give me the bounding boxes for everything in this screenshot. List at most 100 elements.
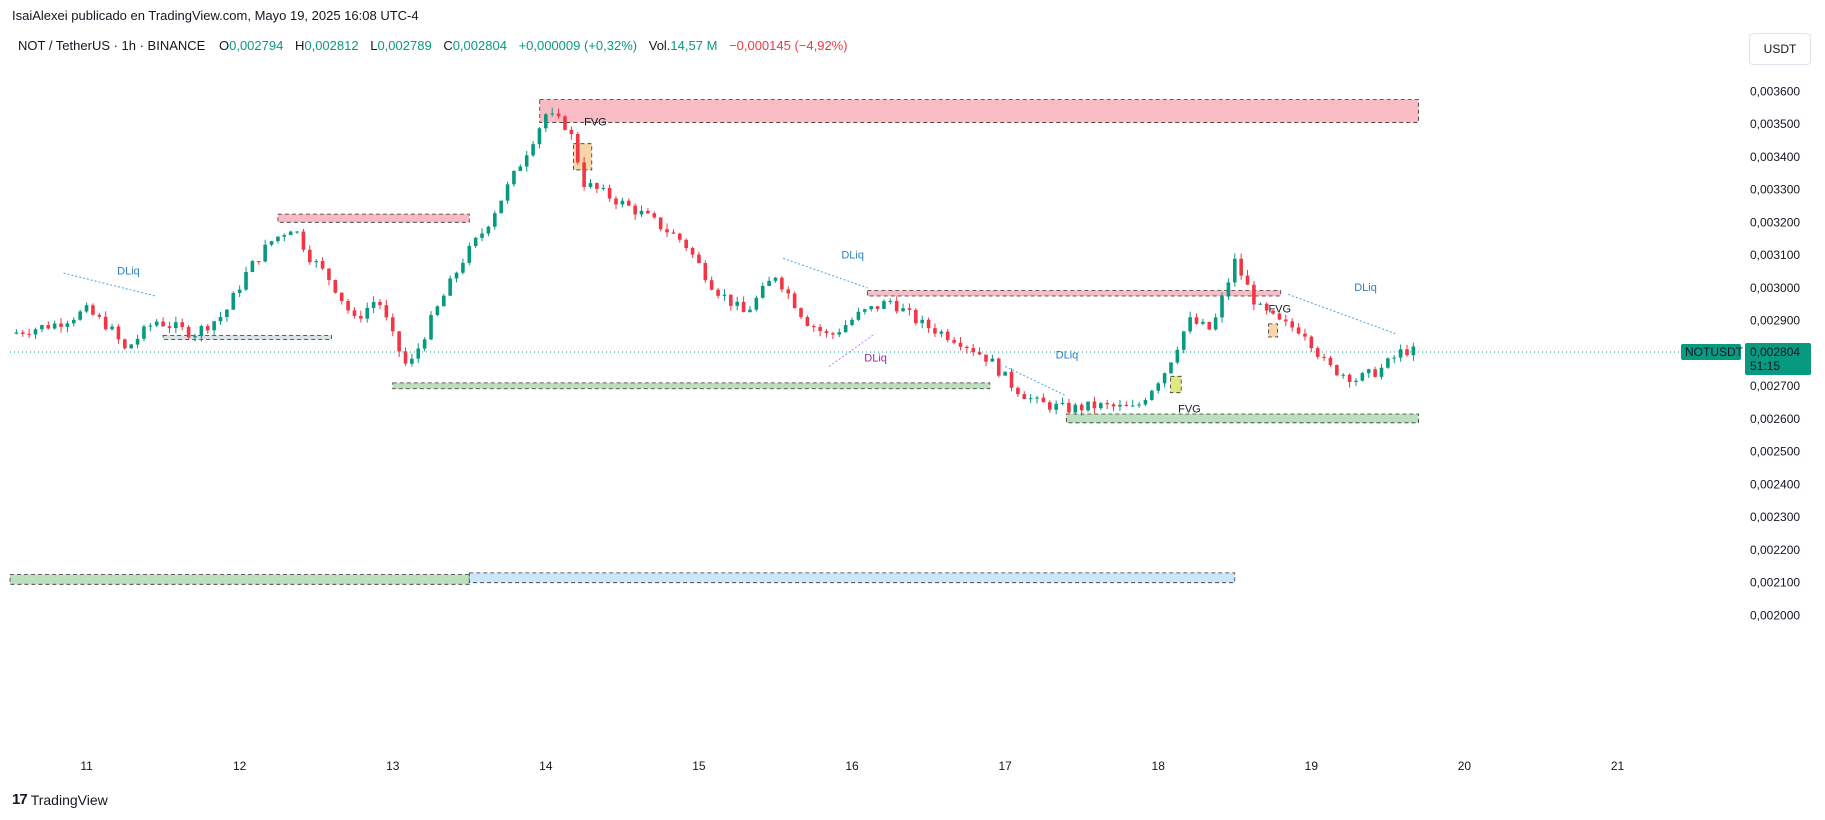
- zone-demand-4[interactable]: [392, 382, 991, 390]
- candle: [1354, 378, 1358, 386]
- trendline-0[interactable]: [63, 272, 156, 297]
- candle: [339, 292, 344, 305]
- trendline-1[interactable]: [782, 257, 868, 289]
- y-tick-label: 0,002700: [1750, 379, 1800, 393]
- candle: [831, 331, 835, 340]
- annotation-dliq-3[interactable]: DLiq: [1056, 349, 1079, 361]
- candle: [142, 324, 146, 342]
- annotations-layer: DLiq DLiq DLiq DLiq DLiq FVG FVG FVG: [117, 117, 1377, 416]
- candle: [1150, 389, 1154, 401]
- close-label: C: [443, 38, 453, 53]
- candle: [856, 307, 861, 322]
- currency-button[interactable]: USDT: [1749, 33, 1811, 65]
- candle: [1303, 328, 1307, 341]
- candle: [665, 223, 669, 238]
- annotation-dliq-1[interactable]: DLiq: [841, 249, 864, 261]
- candle: [882, 299, 886, 310]
- candle: [161, 317, 165, 328]
- zone-fvg-8[interactable]: [1268, 323, 1279, 338]
- candle: [620, 197, 625, 208]
- zone-demand-9[interactable]: [9, 574, 470, 585]
- candle: [614, 196, 618, 210]
- high-label: H: [294, 38, 305, 53]
- annotation-fvg-5[interactable]: FVG: [584, 117, 607, 129]
- candle: [205, 323, 210, 334]
- candle: [397, 330, 401, 358]
- candle: [225, 308, 229, 322]
- candle: [441, 293, 446, 307]
- candle: [1035, 395, 1039, 404]
- trendline-3[interactable]: [1004, 366, 1067, 397]
- candle: [1073, 402, 1078, 415]
- y-tick-label: 0,002300: [1750, 510, 1800, 524]
- candle: [1181, 330, 1186, 354]
- zone-demand-10[interactable]: [468, 572, 1236, 584]
- low-label: L: [370, 38, 378, 53]
- trendline-2[interactable]: [828, 333, 876, 367]
- candle: [678, 232, 682, 243]
- candle: [1411, 342, 1416, 361]
- candle: [123, 338, 127, 350]
- symbol-name[interactable]: NOT / TetherUS · 1h · BINANCE: [18, 38, 206, 53]
- annotation-dliq-4[interactable]: DLiq: [1354, 282, 1377, 294]
- candle: [1041, 393, 1046, 403]
- zone-demand-5[interactable]: [162, 334, 332, 341]
- candle: [1360, 371, 1365, 382]
- candle: [697, 251, 701, 264]
- candle: [862, 308, 867, 315]
- candle: [180, 318, 185, 331]
- candle: [1130, 399, 1135, 407]
- y-tick-label: 0,003300: [1750, 183, 1800, 197]
- candle: [1175, 346, 1180, 365]
- annotation-fvg-7[interactable]: FVG: [1268, 303, 1291, 315]
- candle: [1239, 253, 1243, 280]
- candle: [1322, 353, 1326, 361]
- x-tick-label: 19: [1305, 759, 1319, 773]
- symbol-price-tag-text: NOTUSDT: [1685, 345, 1744, 359]
- candle: [1386, 357, 1390, 369]
- annotation-dliq-0[interactable]: DLiq: [117, 266, 140, 278]
- y-tick-label: 0,003200: [1750, 215, 1800, 229]
- candle: [1264, 302, 1269, 315]
- candle: [384, 299, 389, 321]
- zone-supply-1[interactable]: [277, 213, 470, 223]
- candle: [359, 310, 363, 323]
- candle: [556, 108, 561, 119]
- x-tick-label: 13: [386, 759, 400, 773]
- candle: [926, 317, 931, 333]
- zone-demand-6[interactable]: [1065, 413, 1419, 424]
- candle: [767, 276, 771, 287]
- candle: [639, 205, 644, 218]
- candle: [901, 303, 905, 312]
- candle: [1092, 396, 1097, 414]
- candle: [646, 208, 650, 214]
- zone-fvg-7[interactable]: [1170, 375, 1182, 394]
- candle: [741, 296, 746, 313]
- candle: [716, 287, 720, 299]
- candle: [824, 328, 829, 338]
- candle: [939, 329, 944, 338]
- published-by-text: IsaiAlexei publicado en TradingView.com,…: [12, 8, 419, 23]
- zone-supply-0[interactable]: [539, 99, 1419, 123]
- zone-supply-2[interactable]: [866, 290, 1282, 297]
- candle: [390, 313, 395, 337]
- candle: [333, 279, 338, 294]
- low-value: 0,002789: [377, 38, 432, 53]
- trendline-4[interactable]: [1288, 293, 1396, 335]
- candle: [792, 291, 797, 309]
- candle: [461, 258, 465, 275]
- candle: [1047, 400, 1052, 413]
- candle: [33, 327, 38, 340]
- annotation-dliq-2[interactable]: DLiq: [864, 353, 887, 365]
- candle: [626, 198, 631, 207]
- candle: [1315, 346, 1320, 360]
- annotation-fvg-6[interactable]: FVG: [1178, 403, 1201, 415]
- candle: [1398, 344, 1403, 362]
- candle: [1277, 312, 1282, 321]
- candle: [352, 307, 357, 319]
- candle: [167, 321, 172, 334]
- y-tick-label: 0,002200: [1750, 543, 1800, 557]
- candle: [454, 271, 459, 283]
- candle: [914, 308, 918, 326]
